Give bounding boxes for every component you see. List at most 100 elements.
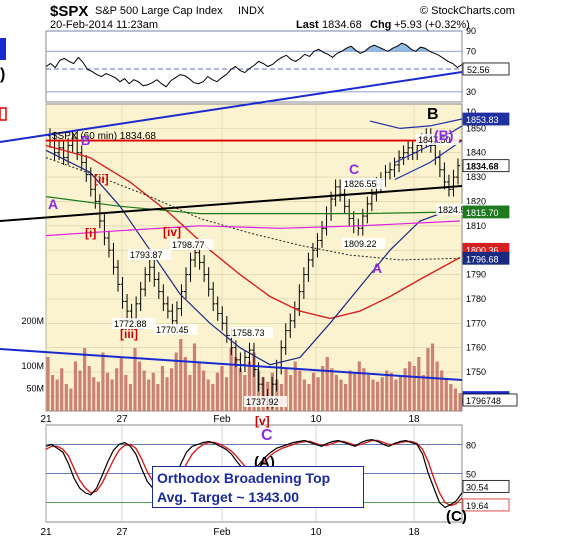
wave-label: [ii]: [94, 172, 109, 186]
stoch-wave-c-label: C: [261, 427, 273, 444]
volume-bar: [334, 375, 338, 411]
left-edge-red-bracket: [0, 107, 7, 121]
volume-bar: [151, 372, 155, 411]
price-tick-label: 1840: [466, 148, 486, 158]
volume-bar: [348, 370, 352, 411]
black-trendline: [0, 185, 463, 222]
volume-bar: [421, 375, 425, 411]
stoch-fast-tag-label: 30.54: [466, 482, 489, 492]
volume-bar: [298, 370, 302, 411]
channel-lower: [394, 140, 463, 181]
volume-bar: [183, 357, 187, 411]
chg-value: +5.93 (+0.32%): [394, 19, 470, 31]
rsi-value-tag: [462, 62, 510, 76]
volume-bar: [202, 370, 206, 411]
wave-label: C: [349, 161, 359, 177]
price-tag-label: 1815.70: [466, 208, 499, 218]
price-tag: [462, 205, 510, 219]
volume-bar: [92, 377, 96, 411]
volume-bar: [105, 372, 110, 411]
volume-bar: [289, 375, 293, 411]
wave-label: A: [48, 196, 58, 212]
volume-bar: [197, 361, 201, 411]
price-tick-label: 1760: [466, 343, 486, 353]
chart-index-name: S&P 500 Large Cap Index: [95, 5, 223, 17]
volume-bar: [101, 352, 105, 411]
volume-bar: [192, 343, 197, 411]
volume-bar: [165, 377, 169, 411]
stoch-slow-tag-label: 19.64: [466, 501, 489, 511]
volume-bar: [275, 379, 279, 411]
volume-bar: [156, 384, 160, 411]
volume-bar: [60, 368, 64, 411]
stoch-slow-tag: [462, 498, 510, 512]
volume-tick-label: 200M: [21, 316, 44, 326]
volume-bar: [247, 361, 252, 411]
price-x-label: Feb: [213, 414, 231, 425]
last-value: 1834.68: [322, 19, 362, 31]
volume-bar: [206, 379, 210, 411]
wave-label: [iii]: [120, 327, 138, 341]
red-moving-average: [45, 144, 461, 320]
volume-bar: [311, 372, 316, 411]
volume-bar: [69, 388, 73, 411]
wave-label: [v]: [255, 414, 270, 428]
volume-bar: [385, 370, 389, 411]
volume-bar: [170, 368, 174, 411]
price-tick-label: 1750: [466, 367, 486, 377]
price-annotation-bg: [342, 178, 386, 189]
volume-bar: [188, 375, 192, 411]
volume-bar: [307, 384, 311, 411]
price-annotation: 1798.77: [172, 240, 205, 250]
volume-bar: [64, 384, 68, 411]
volume-bar: [444, 379, 448, 411]
volume-bar: [215, 372, 219, 411]
volume-bar: [133, 348, 137, 411]
volume-bar: [147, 379, 151, 411]
stoch-tick-label: 50: [466, 470, 476, 480]
left-edge-fragment: [0, 38, 6, 60]
price-tag: [462, 159, 510, 173]
price-tick-label: 1780: [466, 294, 486, 304]
wave-label: B: [81, 133, 90, 148]
price-annotation-bg: [128, 249, 172, 260]
stoch-wave-c-bottom-label: (C): [446, 508, 467, 525]
volume-bar: [234, 357, 238, 411]
price-panel-title: $SPX (60 min) 1834.68: [52, 131, 156, 142]
price-annotation-bg: [342, 238, 386, 249]
volume-bar: [343, 384, 348, 411]
volume-bar: [293, 361, 297, 411]
price-x-label: 10: [310, 414, 322, 425]
stoch-x-label: 21: [40, 527, 52, 538]
broadening-top-callout: Orthodox Broadening Top Avg. Target ~ 13…: [152, 466, 364, 508]
volume-bar: [73, 361, 78, 411]
volume-bar: [458, 393, 462, 411]
volume-bar: [119, 357, 123, 411]
callout-line-1: Orthodox Broadening Top: [157, 470, 331, 486]
price-annotation-bg: [436, 204, 480, 215]
volume-bar: [243, 375, 247, 411]
volume-bar: [224, 377, 229, 411]
stoch-x-label: 27: [116, 527, 128, 538]
chart-date: 20-Feb-2014 11:23am: [50, 19, 159, 31]
rsi-tick-label: 90: [466, 26, 476, 36]
rsi-tick-label: 70: [466, 46, 476, 56]
price-annotation-bg: [244, 396, 288, 407]
price-annotation-bg: [154, 324, 198, 335]
price-tick-label: 1790: [466, 270, 486, 280]
stockcharts-watermark: © StockCharts.com: [420, 5, 515, 17]
blue-upper-trendline: [0, 71, 463, 143]
navy-moving-average: [45, 149, 461, 366]
wave-label: A: [372, 260, 382, 276]
price-annotation: 1793.87: [130, 250, 163, 260]
price-annotation: 1826.55: [344, 179, 377, 189]
volume-bar: [55, 379, 59, 411]
volume-bar: [417, 357, 421, 411]
upper-band: [369, 118, 463, 130]
volume-bar: [128, 384, 132, 411]
volume-bar: [238, 368, 242, 411]
rsi-tick-label: 30: [466, 87, 476, 97]
volume-bar: [366, 375, 371, 411]
volume-bar: [160, 366, 165, 411]
